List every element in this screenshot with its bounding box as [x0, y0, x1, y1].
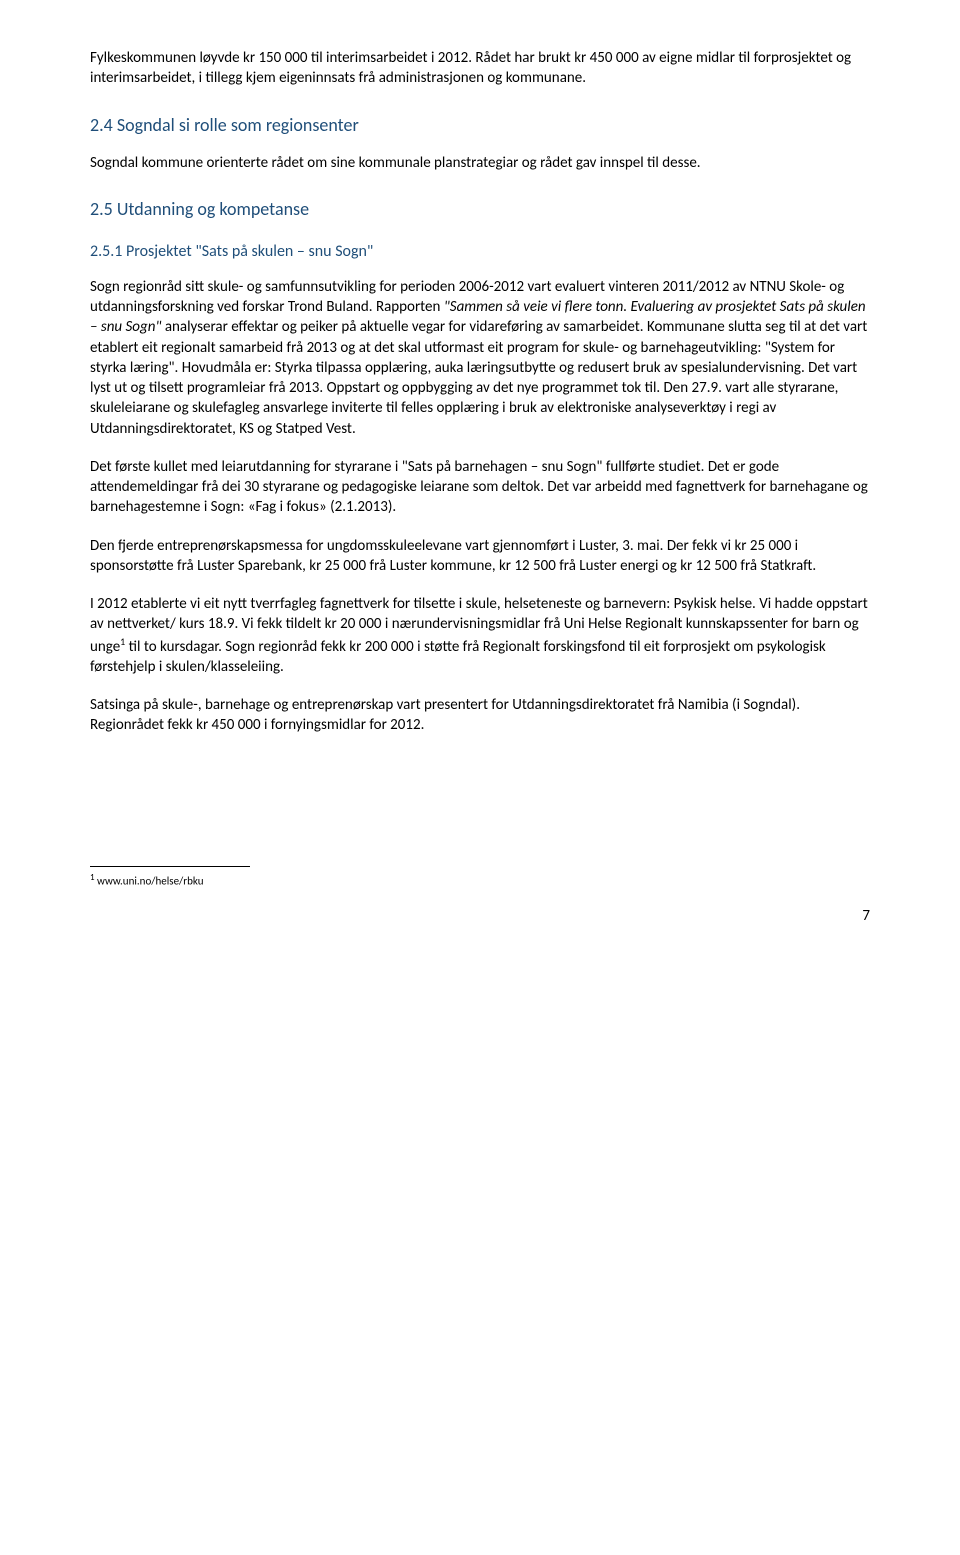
footnote-separator — [90, 866, 250, 867]
paragraph-intro: Fylkeskommunen løyvde kr 150 000 til int… — [90, 48, 870, 89]
paragraph-2-5-1a: Sogn regionråd sitt skule- og samfunnsut… — [90, 277, 870, 439]
paragraph-2-5-1d: I 2012 etablerte vi eit nytt tverrfagleg… — [90, 594, 870, 677]
paragraph-2-5-1e: Satsinga på skule-, barnehage og entrepr… — [90, 695, 870, 736]
heading-2-5: 2.5 Utdanning og kompetanse — [90, 197, 870, 221]
footnote-text: 1 www.uni.no/helse/rbku — [90, 873, 870, 888]
page-number: 7 — [90, 906, 870, 926]
heading-2-4: 2.4 Sogndal si rolle som regionsenter — [90, 113, 870, 137]
paragraph-2-5-1c: Den fjerde entreprenørskapsmessa for ung… — [90, 536, 870, 577]
footnote-url: www.uni.no/helse/rbku — [95, 874, 204, 887]
paragraph-2-4: Sogndal kommune orienterte rådet om sine… — [90, 153, 870, 173]
heading-2-5-1: 2.5.1 Prosjektet "Sats på skulen – snu S… — [90, 241, 870, 263]
paragraph-2-5-1b: Det første kullet med leiarutdanning for… — [90, 457, 870, 518]
text-run: analyserar effektar og peiker på aktuell… — [90, 318, 867, 437]
text-run: til to kursdagar. Sogn regionråd fekk kr… — [90, 638, 826, 676]
